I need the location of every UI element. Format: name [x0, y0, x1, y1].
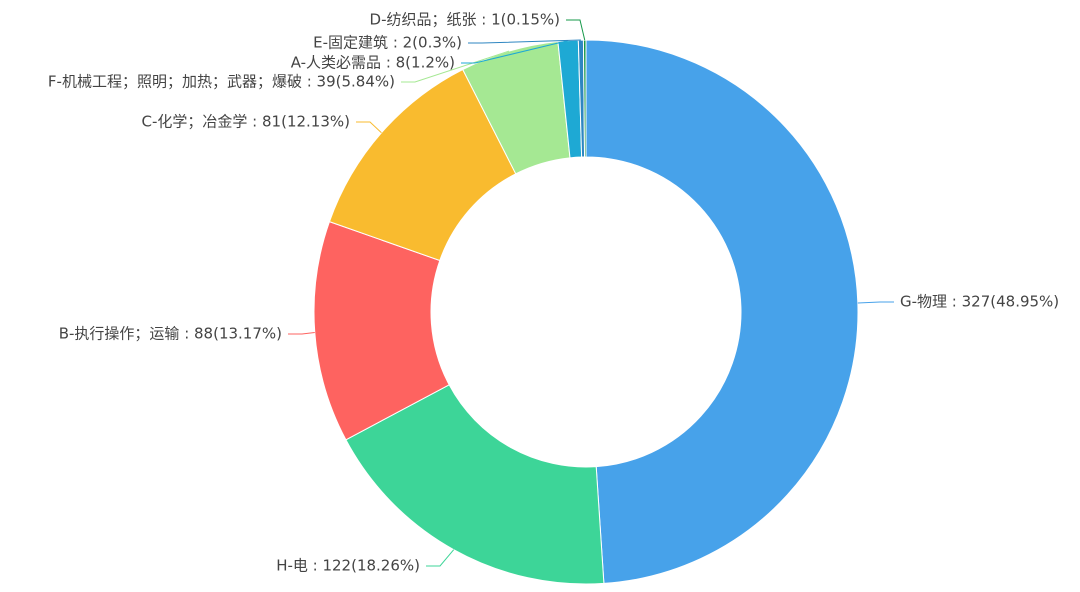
data-label: G-物理 : 327(48.95%) [900, 293, 1059, 311]
leader-line [461, 40, 569, 64]
donut-segment [345, 384, 605, 585]
data-label: A-人类必需品 : 8(1.2%) [291, 54, 455, 72]
data-label: H-电 : 122(18.26%) [276, 557, 420, 575]
leader-line [401, 50, 510, 83]
data-label: D-纺织品；纸张 : 1(0.15%) [370, 11, 560, 29]
leader-line [857, 301, 894, 304]
data-label: C-化学；冶金学 : 81(12.13%) [142, 113, 350, 131]
leader-line [468, 39, 581, 44]
data-label: E-固定建筑 : 2(0.3%) [313, 34, 462, 52]
donut-segment [585, 39, 859, 584]
leader-line [356, 121, 382, 134]
leader-line [426, 549, 455, 567]
data-label: F-机械工程；照明；加热；武器；爆破 : 39(5.84%) [48, 73, 395, 91]
leader-line [566, 19, 586, 41]
leader-line [288, 331, 315, 335]
data-label: B-执行操作；运输 : 88(13.17%) [59, 325, 282, 343]
